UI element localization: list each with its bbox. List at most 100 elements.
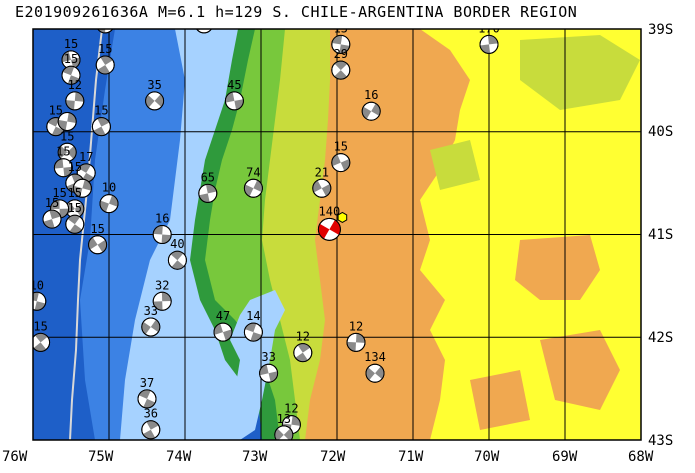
depth-label: 15 <box>52 186 66 200</box>
orange-patch <box>470 370 530 430</box>
trench-line <box>69 29 103 440</box>
lat-label-43s: 43S <box>648 433 674 449</box>
depth-label: 15 <box>60 129 74 143</box>
focal-mechanism <box>361 101 381 121</box>
depth-label: 65 <box>201 170 215 184</box>
depth-label: 40 <box>170 237 184 251</box>
depth-label: 32 <box>155 278 169 292</box>
focal-mechanism <box>479 34 499 54</box>
main-event-focal-mechanism <box>317 217 341 241</box>
depth-label: 15 <box>45 196 59 210</box>
focal-mechanism <box>141 420 161 440</box>
focal-mechanism <box>61 50 81 70</box>
focal-mechanism <box>331 34 351 54</box>
epicenter-marker <box>337 211 348 223</box>
depth-label: 36 <box>144 407 158 421</box>
focal-mechanism <box>95 55 115 75</box>
lon-label-71w: 71W <box>398 449 424 465</box>
focal-mechanism <box>72 178 92 198</box>
depth-label: 16 <box>155 212 169 226</box>
depth-label: 15 <box>334 140 348 154</box>
depth-label: 10 <box>102 181 116 195</box>
lon-label-74w: 74W <box>166 449 192 465</box>
depth-label: 15 <box>49 104 63 118</box>
depth-label: 15 <box>64 52 78 66</box>
focal-mechanism <box>137 389 157 409</box>
depth-label: 29 <box>334 47 348 61</box>
lon-label-72w: 72W <box>320 449 346 465</box>
depth-label: 140 <box>319 204 341 218</box>
focal-mechanism <box>274 425 294 440</box>
focal-mechanism <box>97 29 114 34</box>
inland-sea <box>230 290 285 440</box>
lat-label-40s: 40S <box>648 124 674 140</box>
focal-mechanism <box>141 317 161 337</box>
orange-patch <box>515 235 600 300</box>
focal-mechanism <box>42 209 62 229</box>
focal-mechanism <box>293 343 313 363</box>
lon-label-69w: 69W <box>552 449 578 465</box>
focal-mechanism <box>65 214 85 234</box>
depth-label: 74 <box>246 165 260 179</box>
focal-mechanism <box>33 291 47 311</box>
depth-label: 15 <box>98 42 112 56</box>
depth-label: 33 <box>261 350 275 364</box>
lat-label-39s: 39S <box>648 22 674 38</box>
focal-mechanism <box>145 91 165 111</box>
focal-mechanism <box>198 183 218 203</box>
lon-label-70w: 70W <box>474 449 500 465</box>
map-frame <box>32 28 642 441</box>
depth-label: 15 <box>64 37 78 51</box>
focal-mechanism <box>99 194 119 214</box>
focal-mechanism <box>152 225 172 244</box>
depth-label: 45 <box>227 78 241 92</box>
depth-label: 15 <box>94 104 108 118</box>
depth-label: 21 <box>315 165 329 179</box>
depth-label: 15 <box>68 201 82 215</box>
depth-label: 47 <box>216 309 230 323</box>
focal-mechanism <box>167 250 187 270</box>
focal-mechanism <box>33 332 51 352</box>
focal-mechanism <box>259 363 279 383</box>
depth-label: 134 <box>364 350 386 364</box>
depth-label: 15 <box>68 186 82 200</box>
depth-label: 170 <box>478 21 500 35</box>
focal-mechanism <box>243 322 263 342</box>
depth-label: 12 <box>349 319 363 333</box>
focal-mechanism <box>331 153 351 173</box>
focal-mechanism <box>152 291 172 311</box>
focal-mechanism <box>88 235 108 255</box>
depth-label: 12 <box>284 402 298 416</box>
yellowgreen-patch <box>430 140 480 190</box>
lon-label-76w: 76W <box>2 449 28 465</box>
focal-mechanism <box>346 332 366 352</box>
depth-label: 14 <box>246 309 260 323</box>
lon-label-73w: 73W <box>242 449 268 465</box>
lat-label-41s: 41S <box>648 227 674 243</box>
focal-mechanism <box>243 178 263 198</box>
lon-label-75w: 75W <box>88 449 114 465</box>
depth-label: 37 <box>140 376 154 390</box>
focal-mechanism <box>312 178 332 198</box>
depth-label: 45 <box>197 1 211 15</box>
depth-label: 33 <box>144 304 158 318</box>
map-title: E201909261636A M=6.1 h=129 S. CHILE-ARGE… <box>15 3 578 21</box>
focal-mechanism <box>57 111 77 131</box>
focal-mechanism <box>91 117 111 137</box>
depth-label: 10 <box>30 278 44 292</box>
focal-mechanism <box>365 363 385 383</box>
yellowgreen-patch <box>520 35 640 110</box>
depth-label: 15 <box>33 319 47 333</box>
focal-mechanism <box>224 91 244 111</box>
focal-mechanism <box>61 65 81 85</box>
depth-label: 15 <box>334 21 348 35</box>
depth-label: 35 <box>147 78 161 92</box>
depth-label: 16 <box>364 88 378 102</box>
depth-label: 13 <box>277 412 291 426</box>
orange-patch <box>540 330 620 410</box>
lon-label-68w: 68W <box>628 449 654 465</box>
lat-label-42s: 42S <box>648 330 674 346</box>
depth-label: 12 <box>296 330 310 344</box>
